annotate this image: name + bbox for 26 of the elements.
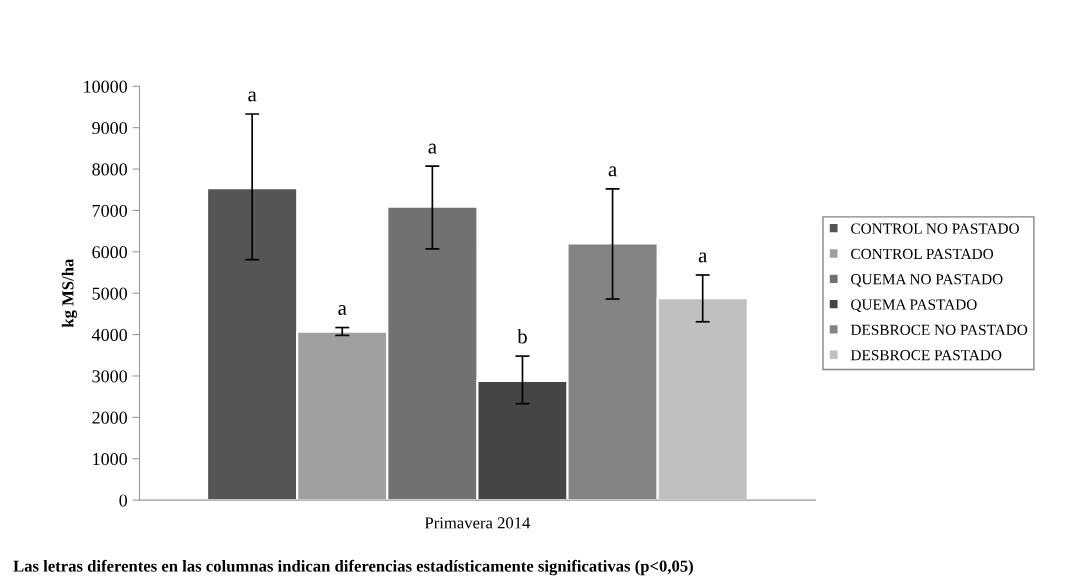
legend-label: QUEMA NO PASTADO xyxy=(851,274,1003,287)
y-tick-label: 5000 xyxy=(92,287,128,300)
legend-label: QUEMA PASTADO xyxy=(851,299,977,313)
y-tick-label: 7000 xyxy=(92,204,128,217)
annotation: a xyxy=(698,252,708,263)
y-tick-label: 6000 xyxy=(92,246,128,259)
annotation: b xyxy=(517,328,527,344)
y-tick-label: 2000 xyxy=(92,411,128,424)
y-tick-label: 4000 xyxy=(91,328,128,342)
y-tick-label: 1000 xyxy=(93,453,128,466)
y-axis-title: kg MS/ha xyxy=(61,258,78,328)
annotation: a xyxy=(608,166,617,177)
legend-label: CONTROL NO PASTADO xyxy=(851,223,1019,234)
y-tick-label: 8000 xyxy=(92,163,128,176)
x-tick-label: Primavera 2014 xyxy=(424,517,531,529)
annotation: a xyxy=(428,143,437,154)
legend-label: DESBROCE NO PASTADO xyxy=(850,324,1028,335)
y-tick-label: 0 xyxy=(119,494,128,507)
y-tick-label: 10000 xyxy=(84,80,128,93)
y-tick-label: 9000 xyxy=(92,121,128,135)
legend-label: CONTROL PASTADO xyxy=(851,248,994,260)
annotation: a xyxy=(338,305,347,315)
legend-label: DESBROCE PASTADO xyxy=(850,350,1002,361)
text: Las letras diferentes en las columnas indican diferencias estadísticamente significativas (p<0,05) xyxy=(13,559,693,576)
y-tick-label: 3000 xyxy=(92,370,128,383)
annotation: a xyxy=(248,91,257,102)
